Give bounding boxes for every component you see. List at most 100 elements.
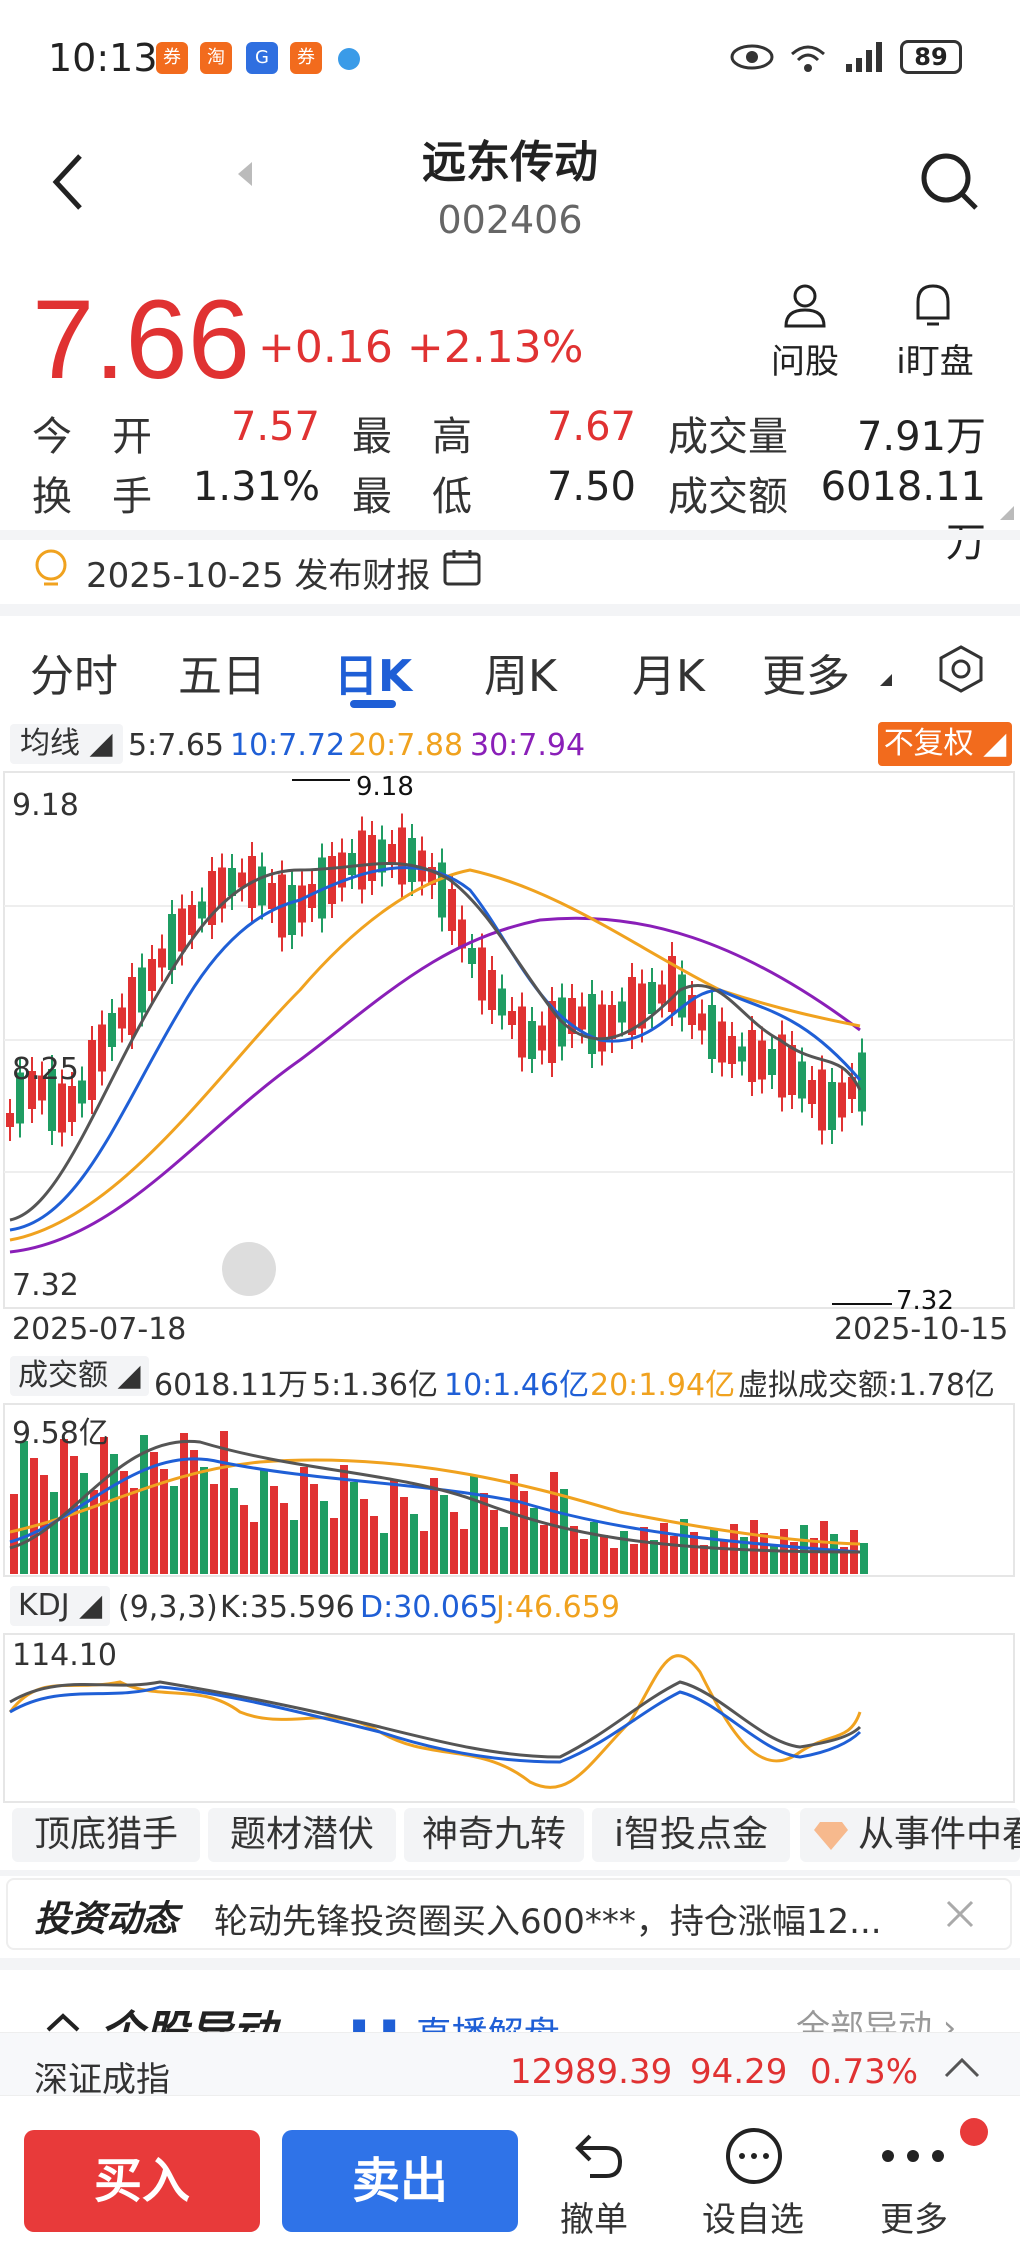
calendar-icon[interactable] <box>442 548 482 588</box>
tab-more[interactable]: 更多 <box>762 651 850 702</box>
divider <box>0 530 1020 540</box>
adjust-label: 不复权 <box>883 726 974 761</box>
live-label: 直播解盘 <box>416 2015 560 2032</box>
volume-value: 7.91万 <box>856 414 986 460</box>
more-label[interactable]: 更多 <box>880 2200 948 2240</box>
turnover-label: 换 手 <box>32 474 152 520</box>
high-value: 7.67 <box>546 404 636 450</box>
ma5-value: 5:7.65 <box>128 728 224 763</box>
change-value: +0.16 <box>258 322 393 373</box>
kdj-label: KDJ <box>18 1588 70 1623</box>
tab-daily-k[interactable]: 日K <box>334 651 413 702</box>
ma10-value: 10:7.72 <box>230 728 346 763</box>
ma-label: 均线 <box>20 726 80 761</box>
kdj-params: (9,3,3) <box>118 1590 218 1625</box>
ask-stock-label[interactable]: 问股 <box>771 342 839 382</box>
kdj-j: J:46.659 <box>496 1590 620 1625</box>
status-time: 10:13 <box>48 36 158 80</box>
app-notification-icon: 券 <box>156 42 188 74</box>
news-text[interactable]: 轮动先锋投资圈买入600***，持仓涨幅12... <box>214 1902 882 1942</box>
volume-axis-top: 9.58亿 <box>12 1416 109 1451</box>
tab-intraday[interactable]: 分时 <box>30 651 118 702</box>
open-value: 7.57 <box>230 404 320 450</box>
divider <box>0 1870 1020 1876</box>
index-name: 深证成指 <box>34 2060 170 2100</box>
more-dropdown-icon[interactable] <box>880 674 892 686</box>
kdj-selector[interactable]: KDJ ◢ <box>10 1586 111 1626</box>
divider <box>0 1958 1020 1970</box>
index-bar[interactable] <box>0 2032 1020 2103</box>
expand-corner-icon[interactable] <box>1000 506 1014 520</box>
bulb-icon <box>35 549 67 586</box>
volume-ma5: 5:1.36亿 <box>312 1368 438 1403</box>
tab-five-day[interactable]: 五日 <box>178 651 266 702</box>
volume-selector[interactable]: 成交额 ◢ <box>10 1356 149 1396</box>
change-percent: +2.13% <box>406 322 584 373</box>
notification-dot <box>960 2118 988 2146</box>
chip-bottom-top-hunter[interactable]: 顶底猎手 <box>12 1808 200 1862</box>
prev-stock-icon[interactable] <box>236 160 256 188</box>
volume-current: 6018.11万 <box>154 1368 309 1403</box>
eye-icon <box>730 44 774 70</box>
battery-indicator: 89 <box>900 40 962 74</box>
close-icon[interactable] <box>944 1898 976 1930</box>
undo-icon[interactable] <box>572 2130 626 2180</box>
collapse-chevron-icon[interactable] <box>44 2010 82 2032</box>
volume-chart[interactable] <box>0 1402 1020 1578</box>
adjust-selector[interactable]: 不复权 ◢ <box>878 722 1012 766</box>
chart-settings-icon[interactable] <box>936 644 986 694</box>
ma20-value: 20:7.88 <box>348 728 464 763</box>
watch-label[interactable]: i盯盘 <box>896 342 974 382</box>
live-commentary-link[interactable]: ❚❚ 直播解盘 <box>344 2006 560 2032</box>
search-icon[interactable] <box>918 150 982 214</box>
kdj-chart[interactable] <box>0 1632 1020 1804</box>
volume-ma20: 20:1.94亿 <box>590 1368 736 1403</box>
bell-icon[interactable] <box>910 280 956 330</box>
min-price-label: 7.32 <box>896 1286 954 1316</box>
date-start: 2025-07-18 <box>12 1312 187 1347</box>
wifi-icon <box>791 45 825 72</box>
tab-monthly-k[interactable]: 月K <box>632 651 705 702</box>
ma-selector[interactable]: 均线 ◢ <box>10 724 123 764</box>
axis-high-label: 9.18 <box>12 788 79 823</box>
sell-button[interactable]: 卖出 <box>282 2130 518 2232</box>
cancel-order-label[interactable]: 撤单 <box>560 2200 628 2240</box>
ma30-value: 30:7.94 <box>470 728 586 763</box>
ask-stock-icon[interactable] <box>780 280 830 330</box>
axis-mid-label: 8.25 <box>12 1052 79 1087</box>
expand-chevron-icon[interactable] <box>944 2056 980 2078</box>
buy-button[interactable]: 买入 <box>24 2130 260 2232</box>
index-change: 94.29 <box>690 2052 788 2092</box>
turnover-value: 1.31% <box>192 464 320 510</box>
volume-label: 成交额 <box>18 1358 108 1393</box>
draw-tool-icon[interactable] <box>222 1242 276 1296</box>
volume-ma10: 10:1.46亿 <box>444 1368 590 1403</box>
news-title: 投资动态 <box>34 1899 179 1940</box>
low-label: 最 低 <box>352 474 472 520</box>
kline-chart[interactable] <box>0 770 1020 1310</box>
date-end: 2025-10-15 <box>834 1312 1009 1347</box>
chip-magic-nine[interactable]: 神奇九转 <box>404 1808 584 1862</box>
status-bar: 10:13 券 淘 G 券 89 <box>0 0 1020 118</box>
max-price-label: 9.18 <box>356 772 414 802</box>
tab-weekly-k[interactable]: 周K <box>484 651 557 702</box>
index-percent: 0.73% <box>810 2052 919 2092</box>
amount-value: 6018.11万 <box>820 464 986 566</box>
stock-name: 远东传动 <box>422 137 598 188</box>
current-price: 7.66 <box>32 277 250 402</box>
add-watchlist-icon[interactable] <box>724 2126 784 2186</box>
virtual-volume: 虚拟成交额:1.78亿 <box>738 1368 995 1403</box>
amount-label: 成交额 <box>668 474 788 520</box>
chip-smart-gold[interactable]: i智投点金 <box>592 1808 790 1862</box>
news-banner[interactable] <box>6 1878 1012 1950</box>
add-watchlist-label[interactable]: 设自选 <box>702 2200 804 2240</box>
open-label: 今 开 <box>32 414 152 460</box>
more-dots-icon[interactable] <box>880 2148 946 2164</box>
browser-notification-icon <box>338 48 360 70</box>
divider <box>0 604 1020 616</box>
chip-theme-ambush[interactable]: 题材潜伏 <box>208 1808 396 1862</box>
all-alerts-link[interactable]: 全部异动 › <box>796 2000 956 2032</box>
report-date-text: 2025-10-25 发布财报 <box>86 556 431 596</box>
back-arrow-icon[interactable] <box>50 152 86 212</box>
kdj-k: K:35.596 <box>220 1590 355 1625</box>
